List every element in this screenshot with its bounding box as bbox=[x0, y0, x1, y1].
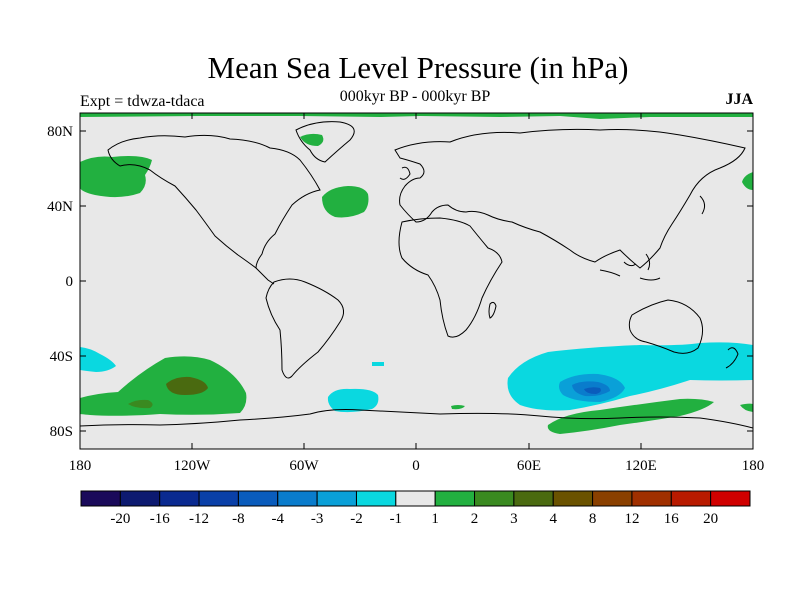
lat-label: 80N bbox=[47, 124, 73, 140]
legend-swatch bbox=[474, 490, 515, 507]
map-title: Mean Sea Level Pressure (in hPa) bbox=[207, 50, 629, 85]
legend-label: 8 bbox=[589, 511, 597, 527]
coastlines bbox=[80, 121, 753, 429]
legend-label: -8 bbox=[232, 511, 245, 527]
legend-swatch bbox=[552, 490, 594, 507]
anomaly-north-pacific-east bbox=[742, 172, 753, 190]
legend-swatch bbox=[277, 490, 318, 507]
anomaly-north-atlantic bbox=[322, 186, 369, 218]
legend-label: 16 bbox=[664, 511, 680, 527]
anomaly-south-east-pacific-negative bbox=[80, 347, 116, 372]
legend-swatch bbox=[316, 490, 357, 507]
lat-label: 40S bbox=[50, 349, 73, 365]
legend-label: -16 bbox=[150, 511, 170, 527]
legend-swatch bbox=[670, 490, 712, 507]
legend-label: -3 bbox=[311, 511, 324, 527]
legend-swatch bbox=[80, 490, 121, 507]
legend-swatch bbox=[513, 490, 554, 507]
anomaly-south-pacific bbox=[80, 356, 247, 416]
lon-label: 180 bbox=[742, 458, 765, 474]
lon-label: 60E bbox=[517, 458, 541, 474]
lat-ticks bbox=[80, 130, 753, 432]
anomaly-south-atlantic-negative bbox=[327, 388, 379, 413]
lat-labels: 80N 40N 0 40S 80S bbox=[47, 124, 73, 440]
legend-colorbar bbox=[80, 490, 751, 507]
legend-swatch bbox=[237, 490, 279, 507]
anomaly-south-pacific-core2 bbox=[128, 399, 153, 409]
lon-label: 120E bbox=[625, 458, 657, 474]
legend-label: 20 bbox=[703, 511, 718, 527]
legend-label: -12 bbox=[189, 511, 209, 527]
anomaly-south-edge-negative bbox=[735, 347, 753, 373]
legend-label: 12 bbox=[624, 511, 639, 527]
legend-swatch bbox=[631, 490, 672, 507]
lon-labels: 180 120W 60W 0 60E 120E 180 bbox=[69, 458, 765, 474]
legend-label: -4 bbox=[272, 511, 285, 527]
legend-swatch bbox=[198, 490, 239, 507]
lat-label: 40N bbox=[47, 199, 73, 215]
legend-label: 1 bbox=[431, 511, 439, 527]
lon-ticks bbox=[191, 113, 642, 449]
lon-label: 120W bbox=[174, 458, 212, 474]
anomaly-southern-indian-core3 bbox=[584, 387, 601, 394]
legend-label: 4 bbox=[549, 511, 557, 527]
legend-swatch bbox=[355, 490, 397, 507]
legend-label: -2 bbox=[350, 511, 363, 527]
lat-label: 0 bbox=[66, 274, 74, 290]
legend-label: 3 bbox=[510, 511, 518, 527]
legend-label: -1 bbox=[390, 511, 403, 527]
legend-labels: -20 -16 -12 -8 -4 -3 -2 -1 1 2 3 4 8 12 16 20 bbox=[110, 511, 718, 527]
legend-swatch bbox=[710, 490, 751, 507]
anomaly-small-positive bbox=[451, 405, 465, 410]
lon-label: 180 bbox=[69, 458, 92, 474]
anomaly-south-pacific-core bbox=[166, 376, 208, 395]
legend-swatch bbox=[119, 490, 161, 507]
legend-label: -20 bbox=[110, 511, 130, 527]
season-label: JJA bbox=[725, 91, 753, 108]
anomaly-antarctic-edge bbox=[740, 403, 753, 412]
lon-label: 0 bbox=[412, 458, 420, 474]
map-subtitle: 000kyr BP - 000kyr BP bbox=[339, 88, 491, 105]
legend-swatch bbox=[159, 490, 200, 507]
legend-swatch bbox=[592, 490, 633, 507]
legend-swatch bbox=[434, 490, 476, 507]
map-field bbox=[80, 113, 753, 449]
anomaly-greenland-patch bbox=[300, 133, 324, 146]
experiment-label: Expt = tdwza-tdaca bbox=[80, 93, 205, 110]
anomaly-small-negative bbox=[372, 362, 384, 366]
legend-swatch bbox=[395, 490, 436, 507]
lat-label: 80S bbox=[50, 424, 73, 440]
lon-label: 60W bbox=[289, 458, 319, 474]
legend-label: 2 bbox=[471, 511, 479, 527]
anomaly-north-pacific-west bbox=[80, 156, 152, 198]
anomaly-antarctic-positive bbox=[547, 398, 714, 434]
